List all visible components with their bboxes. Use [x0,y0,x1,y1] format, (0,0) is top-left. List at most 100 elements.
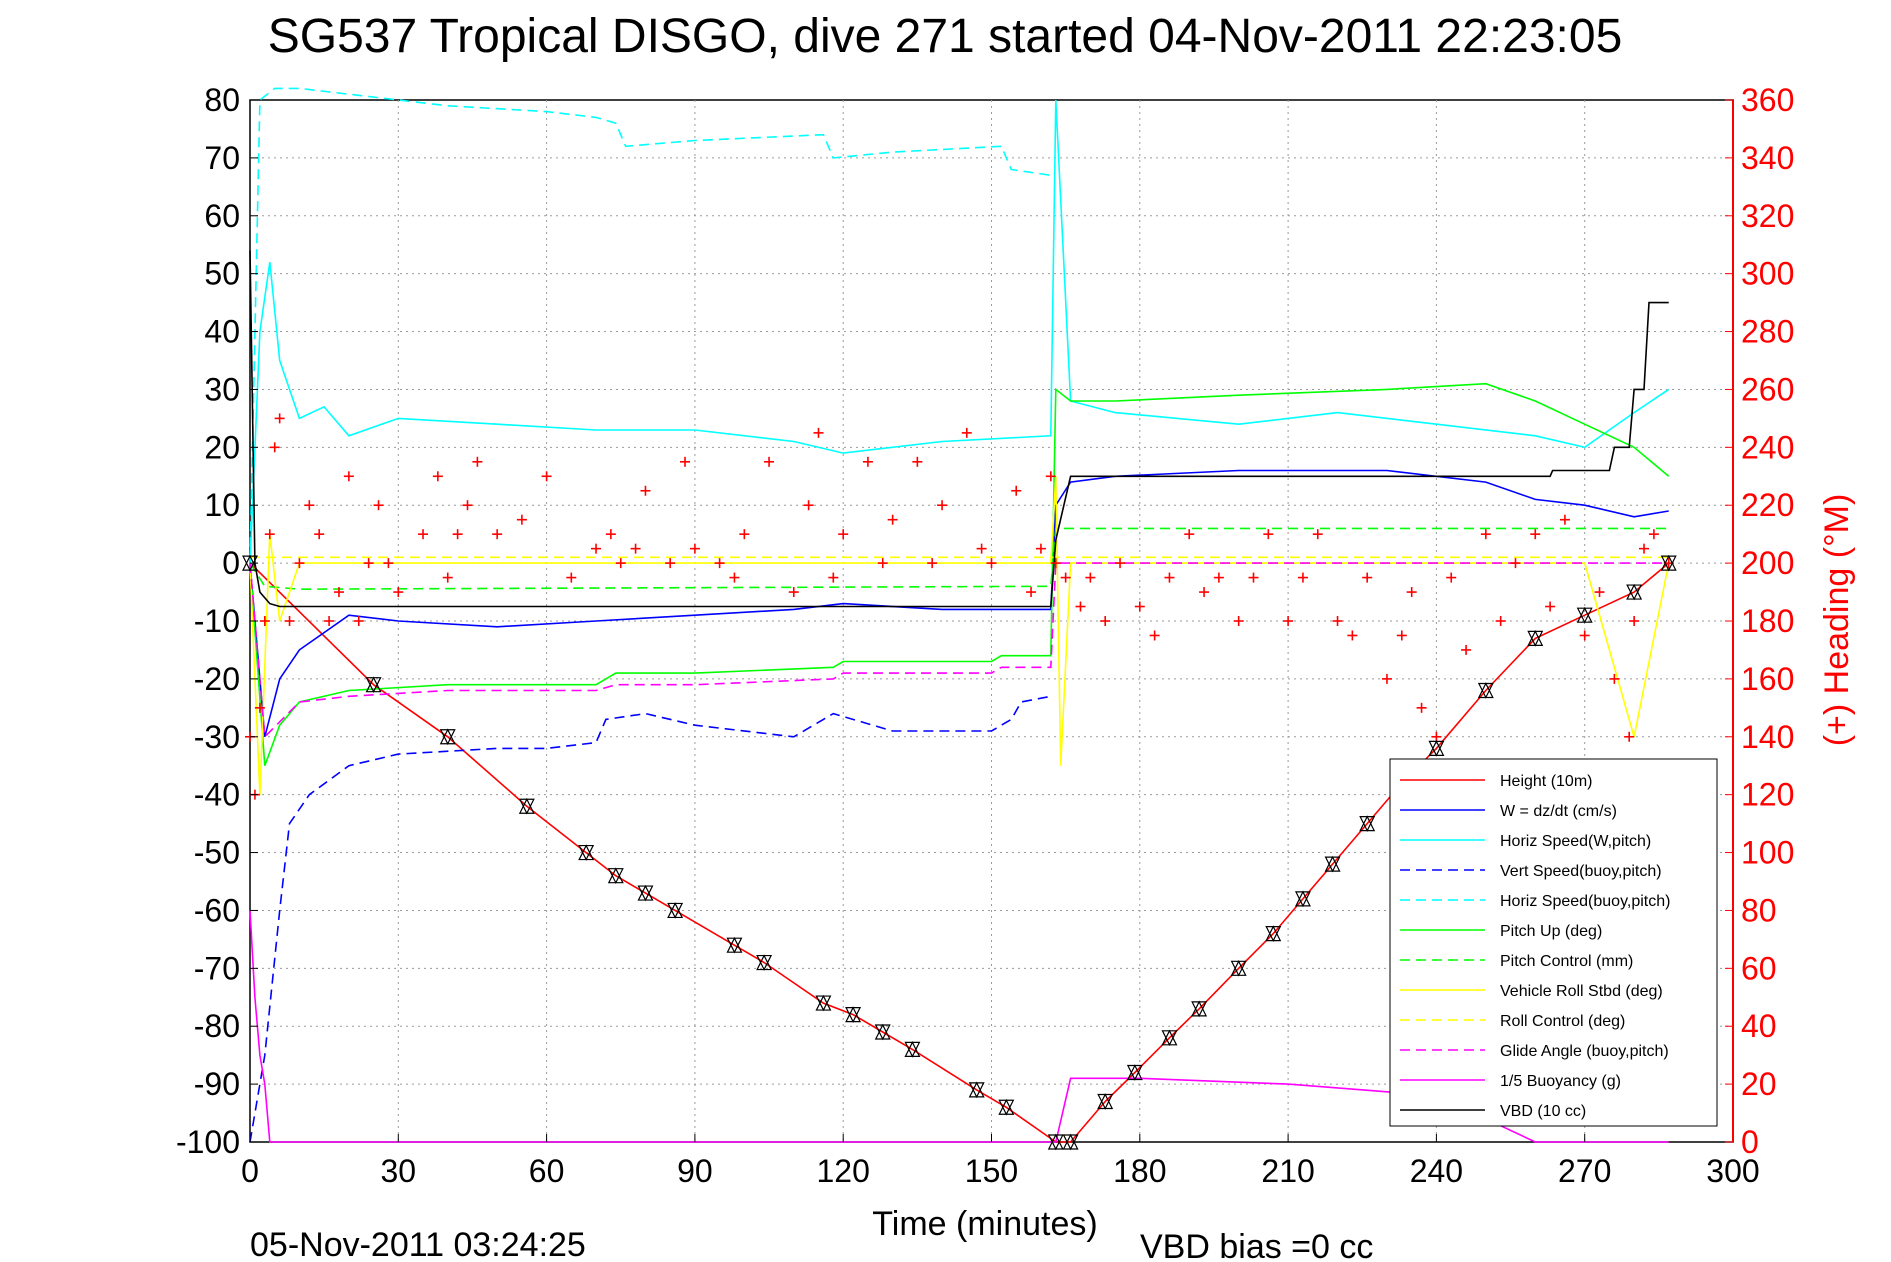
heading-point [689,543,700,554]
y-right-tick-label: 260 [1741,371,1794,407]
y-tick-label: -60 [194,892,240,928]
y-axis-label-right: (+) Heading (°M) [1818,494,1856,747]
gridlines [250,100,1733,1142]
height-marker [637,884,654,902]
heading-point [605,529,616,540]
x-tick-label: 180 [1113,1153,1166,1189]
heading-point [615,558,626,569]
heading-point [1263,529,1274,540]
y-tick-label: -10 [194,603,240,639]
heading-point [877,558,888,569]
y-right-tick-label: 120 [1741,777,1794,813]
heading-point [927,558,938,569]
y-tick-label: -90 [194,1066,240,1102]
height-marker [1126,1064,1143,1081]
y-right-tick-label: 200 [1741,545,1794,581]
y-tick-label: -70 [194,950,240,986]
y-tick-label: 60 [204,198,240,234]
y-tick-label: 80 [204,82,240,118]
heading-point [1035,543,1046,554]
heading-point [1559,514,1570,525]
y-right-tick-label: 220 [1741,487,1794,523]
legend-label: Pitch Control (mm) [1500,953,1633,970]
heading-point [324,616,335,626]
heading-point [393,587,404,598]
heading-point [259,616,270,626]
height-marker [667,902,684,919]
y-right-tick-label: 20 [1741,1066,1777,1102]
heading-point [764,456,775,467]
heading-point [887,514,898,525]
series-layer [249,87,1670,1143]
heading-point [1594,587,1605,598]
height-marker [968,1081,985,1099]
heading-point [1648,529,1659,540]
height-marker [726,936,743,954]
x-tick-label: 120 [817,1153,870,1189]
heading-point [1480,529,1491,540]
heading-point [343,471,354,482]
y-right-tick-label: 300 [1741,256,1794,292]
y-axis-ticks-left: 80 70 60 50 40 30 20 10 0 -10 -20 -30 -40 -50 -60 -70 -8… [176,82,258,1160]
heading-point [432,471,443,482]
height-marker [845,1006,862,1023]
x-tick-label: 150 [965,1153,1018,1189]
heading-point [472,456,483,467]
y-tick-label: 30 [204,371,240,407]
heading-point [1050,558,1061,569]
y-tick-label: 10 [204,487,240,523]
heading-point [1416,702,1427,713]
height-marker [365,676,382,694]
heading-point [630,543,641,554]
heading-point [1134,601,1145,612]
heading-point [383,558,394,569]
height-marker [518,797,535,815]
height-marker [1359,815,1376,832]
heading-point [269,442,280,453]
x-tick-label: 90 [677,1153,713,1189]
series-line [249,476,1670,795]
heading-point [1164,572,1175,583]
y-right-tick-label: 60 [1741,950,1777,986]
heading-point [1297,572,1308,583]
series-line [249,562,1669,739]
series-line [249,382,1670,766]
height-marker [1294,890,1311,908]
heading-point [1213,572,1224,583]
dive-marker-layer [242,554,1677,1151]
heading-point [1545,601,1556,612]
heading-point [1624,731,1635,742]
heading-point [363,558,374,569]
height-marker [998,1098,1015,1116]
y-right-tick-label: 0 [1741,1124,1759,1160]
heading-point [418,529,429,540]
heading-point [803,500,814,511]
heading-point [862,456,873,467]
y-right-tick-label: 140 [1741,719,1794,755]
legend-label: Horiz Speed(buoy,pitch) [1500,893,1670,910]
heading-point [813,427,824,438]
heading-point [1579,630,1590,641]
legend-label: Vehicle Roll Stbd (deg) [1500,983,1663,1000]
height-marker [1626,583,1643,601]
heading-point [452,529,463,540]
height-marker [1527,630,1544,647]
heading-point [264,529,275,540]
heading-point [442,572,453,583]
y-tick-label: 0 [222,545,240,581]
heading-point [541,471,552,482]
legend-label: Roll Control (deg) [1500,1013,1625,1030]
height-marker [1097,1093,1114,1110]
heading-point [1381,673,1392,684]
height-marker [578,844,595,861]
heading-layer [245,413,1674,800]
heading-point [1629,616,1640,626]
series-line [249,695,1051,1143]
heading-point [680,456,691,467]
heading-point [516,514,527,525]
heading-point [1248,572,1259,583]
height-marker [1161,1029,1178,1047]
series-line [249,87,1051,564]
y-tick-label: -100 [176,1124,240,1160]
